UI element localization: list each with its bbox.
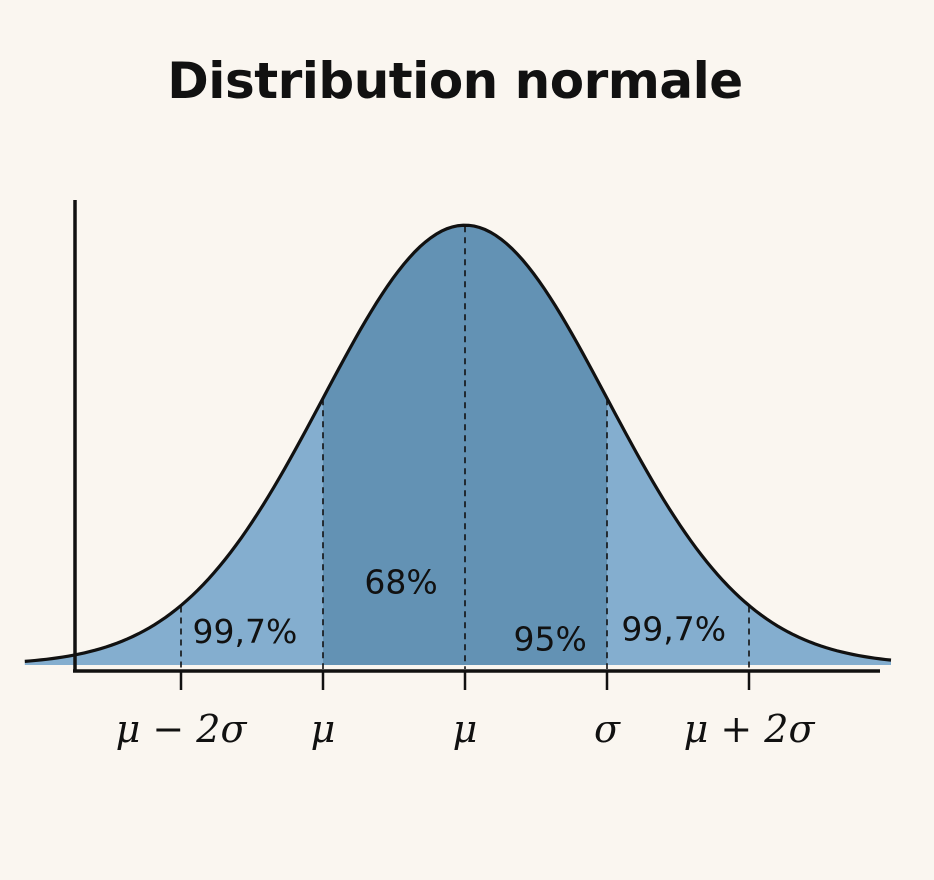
region-0 — [24, 398, 324, 665]
tick-label-0: μ − 2σ — [116, 707, 248, 751]
tick-label-1: μ — [311, 707, 336, 751]
region-1 — [323, 225, 607, 665]
region-2 — [607, 398, 891, 665]
region-label-0: 99,7% — [192, 612, 297, 651]
region-label-1: 68% — [364, 562, 437, 601]
tick-label-4: μ + 2σ — [684, 707, 816, 751]
tick-label-2: μ — [453, 707, 478, 751]
density-curve — [24, 223, 892, 663]
chart-title: Distribution normale — [167, 52, 743, 110]
region-label-3: 99,7% — [621, 610, 726, 649]
region-label-2: 95% — [514, 620, 587, 659]
tick-label-3: σ — [594, 707, 621, 751]
